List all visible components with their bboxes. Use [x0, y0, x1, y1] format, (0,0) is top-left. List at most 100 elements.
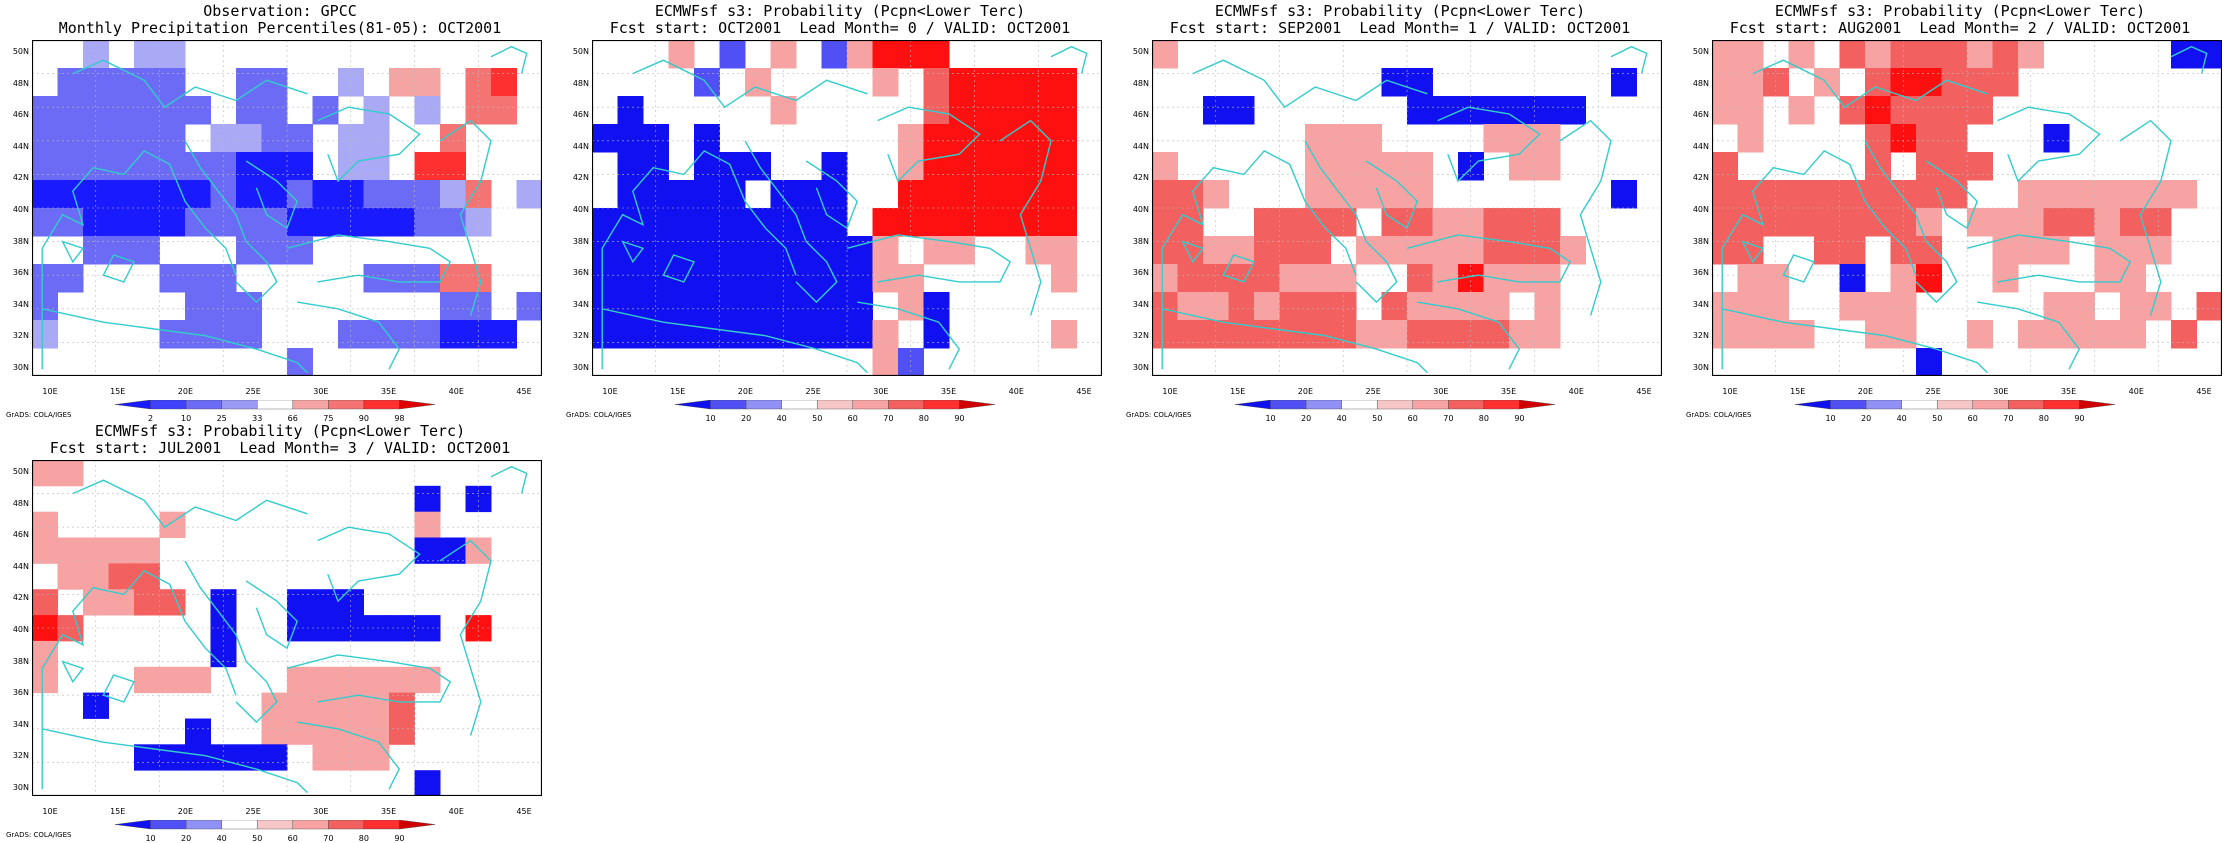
colorbar-label: 10 [181, 414, 192, 423]
grid-cell [821, 236, 848, 265]
grid-cell [1279, 292, 1306, 321]
coastline [1222, 254, 1255, 283]
colorbar-segment [257, 400, 293, 410]
grid-cell [1814, 68, 1840, 97]
grid-cell [2043, 124, 2070, 153]
grid-cell [770, 320, 797, 349]
grid-cell [1509, 152, 1535, 181]
grid-cell [617, 236, 644, 265]
grid-cell [32, 208, 58, 237]
coastline [1437, 106, 1541, 183]
grid-cell [974, 180, 1001, 209]
grid-cell [1407, 264, 1433, 293]
grid-cell [1712, 236, 1738, 265]
lat-label: 40N [12, 205, 29, 214]
coastline [1610, 45, 1648, 74]
grid-cell [1356, 236, 1382, 265]
grid-cell [159, 68, 186, 97]
grid-cell [185, 666, 211, 694]
colorbar-label: 2 [148, 414, 154, 423]
panel-title: ECMWFsf s3: Probability (Pcpn<Lower Terc… [94, 422, 466, 440]
grid-cell [465, 485, 492, 513]
colorbar-label: 80 [918, 414, 929, 423]
grid-cell [210, 180, 237, 209]
grid-cell [236, 180, 262, 209]
grid-cell [1890, 68, 1917, 97]
grid-cell [617, 264, 644, 293]
map-frame [1712, 40, 2222, 376]
grid-cell [821, 40, 848, 69]
colorbar [1795, 400, 2115, 410]
grid-cell [1509, 236, 1535, 265]
grid-cell [1483, 208, 1510, 237]
grid-cell [1330, 124, 1357, 153]
panel-title: ECMWFsf s3: Probability (Pcpn<Lower Terc… [654, 2, 1026, 20]
grid-cell [32, 666, 58, 694]
colorbar-label: 90 [2074, 414, 2085, 423]
grid-cell [745, 208, 771, 237]
grid-cell [236, 744, 262, 771]
coastline [1966, 234, 2132, 283]
lon-label: 30E [313, 387, 329, 396]
lon-label: 10E [1162, 387, 1178, 396]
grid-cell [414, 264, 441, 293]
grid-cell [1534, 124, 1561, 153]
grid-cell [1967, 208, 1993, 237]
grid-cell [440, 537, 466, 564]
colorbar-label: 70 [883, 414, 894, 423]
grid-cell [643, 124, 669, 153]
grid-cell [1788, 180, 1815, 209]
grid-cell [694, 152, 720, 181]
grid-cell [949, 152, 975, 181]
map-svg [1152, 40, 1662, 376]
grid-cell [1560, 96, 1586, 125]
grid-cell [1712, 152, 1738, 181]
grid-cell [261, 718, 288, 745]
lat-label: 44N [572, 141, 589, 151]
panel-subtitle: Fcst start: AUG2001 Lead Month= 2 / VALI… [1729, 19, 2191, 37]
grid-cell [414, 770, 441, 796]
grid-cell [159, 180, 186, 209]
grid-cell [796, 292, 822, 321]
grid-cell [617, 292, 644, 321]
coastline [245, 160, 299, 230]
grid-cell [1432, 264, 1459, 293]
grid-cell [312, 666, 339, 694]
colorbar-segment [1412, 400, 1449, 410]
map-panel-lead-2: ECMWFsf s3: Probability (Pcpn<Lower Terc… [1680, 0, 2240, 423]
coastline [297, 721, 401, 790]
coastline [61, 240, 85, 264]
lat-label: 46N [572, 110, 589, 120]
grid-cell [414, 68, 441, 97]
lat-label: 30N [12, 783, 29, 792]
colorbar-label: 33 [252, 414, 263, 423]
lat-label: 50N [1692, 47, 1709, 56]
lon-label: 15E [1790, 387, 1806, 396]
grid-cell [1152, 180, 1178, 209]
lon-label: 15E [670, 387, 686, 396]
grid-cell [363, 718, 390, 745]
grid-cell [796, 236, 822, 265]
coastline [621, 240, 645, 264]
grid-cell [57, 264, 84, 293]
coastline [317, 106, 421, 183]
grads-credit: GrADS: COLA/IGES [6, 831, 72, 839]
coastline [102, 674, 135, 703]
grid-cell [617, 124, 644, 153]
grid-cell [592, 208, 618, 237]
grid-cell [872, 348, 899, 376]
colorbar-label: 60 [1407, 414, 1418, 423]
grid-cell [1788, 208, 1815, 237]
coastline [1192, 59, 1428, 109]
grid-cell [2094, 208, 2121, 237]
grid-cell [1051, 320, 1077, 349]
grid-cell [1177, 236, 1204, 265]
grid-cell [32, 460, 58, 487]
grid-cell [32, 124, 58, 153]
grid-cell [236, 208, 262, 237]
colorbar-segment [1305, 400, 1342, 410]
grid-cell [287, 589, 313, 616]
grid-cell [261, 180, 288, 209]
grid-cell [694, 264, 720, 293]
grid-cell [414, 537, 441, 564]
